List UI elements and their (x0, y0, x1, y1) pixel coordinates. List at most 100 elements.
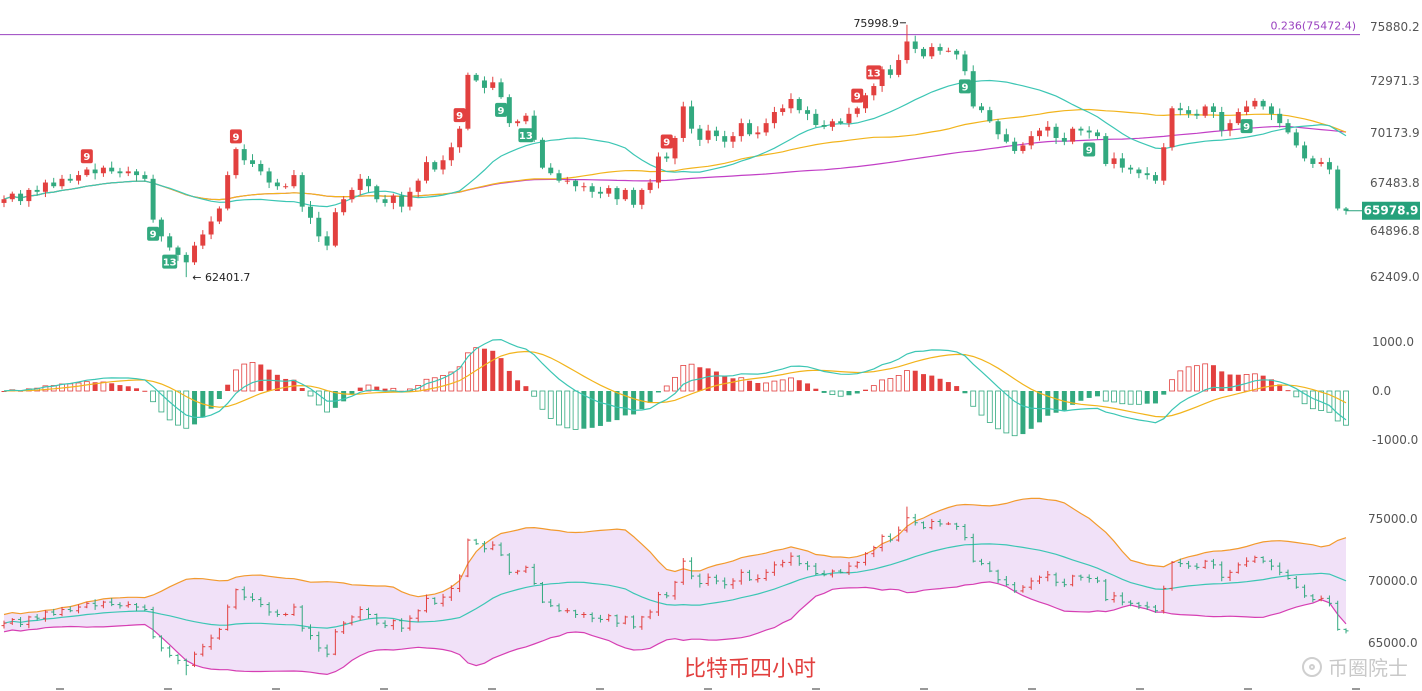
macd-histogram-bar (258, 364, 264, 391)
macd-histogram-bar (192, 391, 198, 425)
candle-body (689, 106, 695, 129)
macd-histogram-bar (448, 371, 455, 392)
td-sequential-badge (229, 129, 242, 144)
candle-body (581, 186, 587, 188)
macd-histogram-bar (216, 391, 222, 400)
macd-histogram-bar (945, 382, 951, 391)
macd-histogram-bar (1268, 379, 1274, 391)
td-sequential-label: 13 (867, 68, 881, 79)
candle-body (597, 191, 603, 194)
macd-histogram-bar (183, 390, 190, 429)
candle-body (59, 178, 65, 187)
macd-histogram-bar (547, 390, 554, 419)
macd-histogram-bar (1102, 390, 1109, 402)
macd-histogram-bar (531, 390, 538, 397)
macd-histogram-bar (1169, 379, 1175, 392)
td-sequential-label: 13 (519, 131, 533, 142)
candle-body (1293, 132, 1299, 146)
candle-body (730, 136, 736, 142)
candle-body (954, 50, 960, 55)
candle-body (490, 82, 496, 88)
candle-body (846, 113, 852, 124)
macd-histogram-bar (713, 371, 719, 391)
candle-body (655, 156, 661, 183)
candle-body (838, 121, 844, 124)
candle-body (1161, 147, 1167, 181)
candle-body (1028, 136, 1034, 146)
macd-histogram-bar (539, 390, 546, 410)
candle-body (216, 208, 222, 222)
candle-body (1078, 128, 1084, 131)
macd-histogram-bar (357, 387, 363, 391)
macd-histogram-bar (1309, 390, 1316, 410)
macd-histogram-bar (399, 390, 405, 392)
candle-body (896, 60, 902, 75)
candle-body (1020, 145, 1026, 151)
macd-histogram-bar (655, 391, 661, 393)
candle-body (1053, 126, 1059, 138)
macd-histogram-bar (374, 386, 380, 391)
candle-body (1186, 110, 1192, 114)
candle-body (1244, 106, 1250, 112)
macd-signal-line (3, 350, 1347, 418)
candle-body (631, 189, 637, 205)
macd-histogram-bar (1326, 390, 1333, 413)
candle-body (1260, 100, 1266, 107)
macd-histogram-bar (879, 379, 885, 392)
candle-body (134, 171, 140, 176)
price-panel: 0.236(75472.4) 9 9 13 9 9 9 13 9 9 13 9 9 9 75998.9 ← 6… (0, 17, 1360, 284)
candle-body (457, 128, 463, 148)
candle-body (465, 74, 471, 129)
macd-histogram-bar (481, 348, 487, 391)
candle-body (705, 130, 711, 140)
macd-panel (1, 338, 1349, 437)
candle-body (747, 123, 753, 135)
macd-histogram-bar (142, 390, 148, 392)
macd-histogram-bar (747, 380, 753, 391)
candle-body (506, 97, 512, 124)
candle-body (788, 99, 794, 109)
candle-body (796, 99, 802, 111)
macd-histogram-bar (1260, 375, 1266, 391)
candle-body (432, 162, 438, 170)
candle-body (680, 106, 686, 138)
candle-body (1086, 130, 1092, 133)
fib-level-label: 0.236(75472.4) (1270, 20, 1356, 33)
macd-histogram-bar (1177, 370, 1184, 392)
macd-histogram-bar (166, 390, 173, 421)
candle-body (863, 95, 869, 109)
macd-histogram-bar (1219, 371, 1225, 391)
price-tick-label: 72971.3 (1370, 74, 1420, 88)
macd-histogram-bar (738, 377, 745, 392)
macd-histogram-bar (299, 388, 305, 391)
td-sequential-badge (147, 226, 160, 241)
candle-body (589, 186, 595, 192)
macd-histogram-bar (1070, 391, 1076, 405)
candle-body (1003, 134, 1009, 142)
td-sequential-badge (453, 108, 466, 123)
macd-histogram-bar (846, 391, 852, 396)
candle-body (324, 236, 330, 246)
td-sequential-label: 9 (498, 106, 505, 117)
td-sequential-label: 13 (163, 258, 177, 269)
candle-body (987, 110, 993, 122)
macd-histogram-bar (1251, 373, 1258, 392)
macd-histogram-bar (1003, 390, 1010, 434)
candle-body (614, 188, 620, 200)
candle-body (945, 50, 951, 52)
macd-histogram-bar (341, 391, 347, 402)
candle-body (921, 48, 927, 57)
macd-histogram-bar (937, 378, 943, 391)
macd-histogram-bar (805, 383, 811, 391)
macd-histogram-bar (249, 362, 256, 392)
candle-body (299, 175, 305, 207)
macd-histogram-bar (109, 383, 115, 391)
watermark-text: 币圈院士 (1328, 656, 1408, 680)
macd-histogram-bar (382, 388, 388, 391)
macd-histogram-bar (158, 390, 165, 413)
macd-histogram-bar (1227, 374, 1233, 391)
candle-body (854, 108, 860, 114)
candle-body (192, 245, 198, 263)
macd-histogram-bar (779, 379, 786, 392)
macd-histogram-bar (986, 390, 993, 423)
